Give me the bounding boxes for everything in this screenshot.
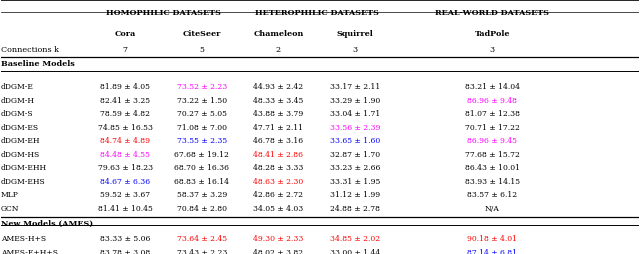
- Text: 73.43 ± 2.23: 73.43 ± 2.23: [177, 248, 227, 254]
- Text: 87.14 ± 6.81: 87.14 ± 6.81: [467, 248, 517, 254]
- Text: 42.86 ± 2.72: 42.86 ± 2.72: [253, 190, 303, 198]
- Text: 83.21 ± 14.04: 83.21 ± 14.04: [465, 83, 520, 91]
- Text: 33.56 ± 2.39: 33.56 ± 2.39: [330, 123, 380, 131]
- Text: 58.37 ± 3.29: 58.37 ± 3.29: [177, 190, 227, 198]
- Text: 73.64 ± 2.45: 73.64 ± 2.45: [177, 234, 227, 242]
- Text: 2: 2: [276, 46, 281, 54]
- Text: 71.08 ± 7.00: 71.08 ± 7.00: [177, 123, 227, 131]
- Text: 68.70 ± 16.36: 68.70 ± 16.36: [174, 164, 229, 171]
- Text: HETEROPHILIC DATASETS: HETEROPHILIC DATASETS: [255, 9, 379, 17]
- Text: 48.63 ± 2.30: 48.63 ± 2.30: [253, 177, 303, 185]
- Text: 33.29 ± 1.90: 33.29 ± 1.90: [330, 96, 380, 104]
- Text: MLP: MLP: [1, 190, 19, 198]
- Text: 70.84 ± 2.80: 70.84 ± 2.80: [177, 204, 227, 212]
- Text: 86.96 ± 9.45: 86.96 ± 9.45: [467, 137, 517, 145]
- Text: 81.07 ± 12.38: 81.07 ± 12.38: [465, 110, 520, 118]
- Text: N/A: N/A: [485, 204, 500, 212]
- Text: 83.93 ± 14.15: 83.93 ± 14.15: [465, 177, 520, 185]
- Text: TadPole: TadPole: [475, 30, 510, 38]
- Text: 47.71 ± 2.11: 47.71 ± 2.11: [253, 123, 303, 131]
- Text: Connections k: Connections k: [1, 46, 59, 54]
- Text: 3: 3: [490, 46, 495, 54]
- Text: dDGM-S: dDGM-S: [1, 110, 33, 118]
- Text: 81.41 ± 10.45: 81.41 ± 10.45: [98, 204, 153, 212]
- Text: CiteSeer: CiteSeer: [182, 30, 221, 38]
- Text: 33.17 ± 2.11: 33.17 ± 2.11: [330, 83, 380, 91]
- Text: 33.65 ± 1.60: 33.65 ± 1.60: [330, 137, 380, 145]
- Text: 7: 7: [123, 46, 128, 54]
- Text: Chameleon: Chameleon: [253, 30, 303, 38]
- Text: dDGM-EH: dDGM-EH: [1, 137, 40, 145]
- Text: 3: 3: [353, 46, 358, 54]
- Text: 48.41 ± 2.86: 48.41 ± 2.86: [253, 150, 303, 158]
- Text: 33.00 ± 1.44: 33.00 ± 1.44: [330, 248, 380, 254]
- Text: 81.89 ± 4.05: 81.89 ± 4.05: [100, 83, 150, 91]
- Text: 31.12 ± 1.99: 31.12 ± 1.99: [330, 190, 380, 198]
- Text: 68.83 ± 16.14: 68.83 ± 16.14: [174, 177, 229, 185]
- Text: 67.68 ± 19.12: 67.68 ± 19.12: [175, 150, 229, 158]
- Text: 84.74 ± 4.89: 84.74 ± 4.89: [100, 137, 150, 145]
- Text: 86.96 ± 9.48: 86.96 ± 9.48: [467, 96, 517, 104]
- Text: dDGM-EHS: dDGM-EHS: [1, 177, 45, 185]
- Text: 73.52 ± 2.23: 73.52 ± 2.23: [177, 83, 227, 91]
- Text: 73.22 ± 1.50: 73.22 ± 1.50: [177, 96, 227, 104]
- Text: 33.31 ± 1.95: 33.31 ± 1.95: [330, 177, 380, 185]
- Text: 70.71 ± 17.22: 70.71 ± 17.22: [465, 123, 520, 131]
- Text: dDGM-EHH: dDGM-EHH: [1, 164, 47, 171]
- Text: 24.88 ± 2.78: 24.88 ± 2.78: [330, 204, 380, 212]
- Text: GCN: GCN: [1, 204, 19, 212]
- Text: Baseline Models: Baseline Models: [1, 60, 74, 68]
- Text: New Models (AMES): New Models (AMES): [1, 219, 93, 227]
- Text: 83.78 ± 3.08: 83.78 ± 3.08: [100, 248, 150, 254]
- Text: 33.04 ± 1.71: 33.04 ± 1.71: [330, 110, 380, 118]
- Text: 82.41 ± 3.25: 82.41 ± 3.25: [100, 96, 150, 104]
- Text: AMES-E+H+S: AMES-E+H+S: [1, 248, 58, 254]
- Text: dDGM-E: dDGM-E: [1, 83, 33, 91]
- Text: AMES-H+S: AMES-H+S: [1, 234, 46, 242]
- Text: 32.87 ± 1.70: 32.87 ± 1.70: [330, 150, 380, 158]
- Text: 48.28 ± 3.33: 48.28 ± 3.33: [253, 164, 303, 171]
- Text: 34.05 ± 4.03: 34.05 ± 4.03: [253, 204, 303, 212]
- Text: 33.23 ± 2.66: 33.23 ± 2.66: [330, 164, 380, 171]
- Text: 79.63 ± 18.23: 79.63 ± 18.23: [98, 164, 153, 171]
- Text: 84.48 ± 4.55: 84.48 ± 4.55: [100, 150, 150, 158]
- Text: 83.57 ± 6.12: 83.57 ± 6.12: [467, 190, 518, 198]
- Text: 90.18 ± 4.01: 90.18 ± 4.01: [467, 234, 517, 242]
- Text: 78.59 ± 4.82: 78.59 ± 4.82: [100, 110, 150, 118]
- Text: Cora: Cora: [115, 30, 136, 38]
- Text: 73.55 ± 2.35: 73.55 ± 2.35: [177, 137, 227, 145]
- Text: 84.67 ± 6.36: 84.67 ± 6.36: [100, 177, 150, 185]
- Text: 48.02 ± 3.82: 48.02 ± 3.82: [253, 248, 303, 254]
- Text: 83.33 ± 5.06: 83.33 ± 5.06: [100, 234, 150, 242]
- Text: 86.43 ± 10.01: 86.43 ± 10.01: [465, 164, 520, 171]
- Text: HOMOPHILIC DATASETS: HOMOPHILIC DATASETS: [106, 9, 221, 17]
- Text: 59.52 ± 3.67: 59.52 ± 3.67: [100, 190, 150, 198]
- Text: 34.85 ± 2.02: 34.85 ± 2.02: [330, 234, 380, 242]
- Text: 48.33 ± 3.45: 48.33 ± 3.45: [253, 96, 303, 104]
- Text: 46.78 ± 3.16: 46.78 ± 3.16: [253, 137, 303, 145]
- Text: 44.93 ± 2.42: 44.93 ± 2.42: [253, 83, 303, 91]
- Text: dDGM-ES: dDGM-ES: [1, 123, 39, 131]
- Text: Squirrel: Squirrel: [337, 30, 374, 38]
- Text: REAL-WORLD DATASETS: REAL-WORLD DATASETS: [435, 9, 549, 17]
- Text: dDGM-HS: dDGM-HS: [1, 150, 40, 158]
- Text: 49.30 ± 2.33: 49.30 ± 2.33: [253, 234, 303, 242]
- Text: 70.27 ± 5.05: 70.27 ± 5.05: [177, 110, 227, 118]
- Text: 5: 5: [199, 46, 204, 54]
- Text: dDGM-H: dDGM-H: [1, 96, 35, 104]
- Text: 74.85 ± 16.53: 74.85 ± 16.53: [98, 123, 153, 131]
- Text: 43.88 ± 3.79: 43.88 ± 3.79: [253, 110, 303, 118]
- Text: 77.68 ± 15.72: 77.68 ± 15.72: [465, 150, 520, 158]
